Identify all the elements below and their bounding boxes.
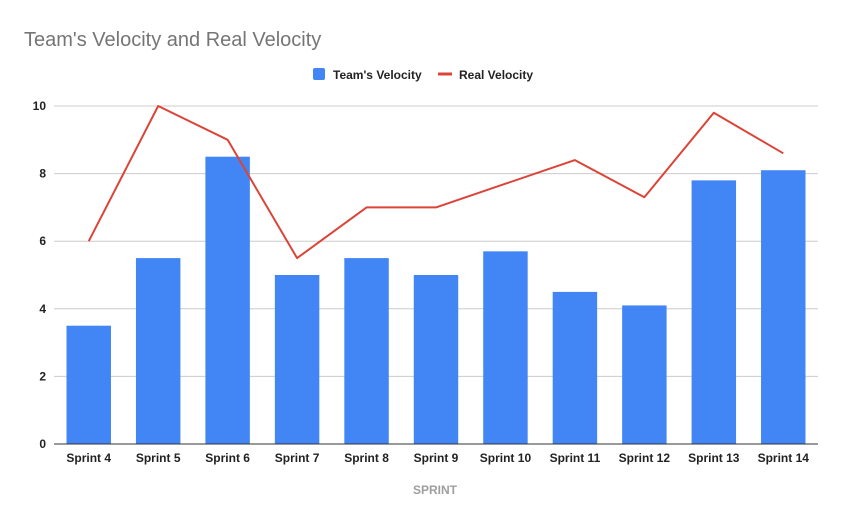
- y-axis-ticks: 0 2 4 6 8 10: [33, 99, 47, 451]
- x-tick-label: Sprint 14: [758, 451, 810, 465]
- bar-series: [66, 156, 806, 445]
- x-tick-label: Sprint 12: [619, 451, 671, 465]
- y-tick-label: 6: [39, 234, 46, 248]
- bar: [622, 305, 667, 444]
- x-tick-label: Sprint 13: [688, 451, 740, 465]
- y-tick-label: 0: [39, 437, 46, 451]
- x-tick-label: Sprint 10: [480, 451, 532, 465]
- legend-label-teams-velocity: Team's Velocity: [333, 68, 422, 82]
- chart-title: Team's Velocity and Real Velocity: [24, 29, 321, 51]
- x-tick-label: Sprint 4: [66, 451, 111, 465]
- bar: [761, 170, 806, 444]
- y-tick-label: 8: [39, 167, 46, 181]
- bar: [205, 156, 250, 444]
- legend: Team's Velocity Real Velocity: [313, 68, 533, 82]
- x-tick-label: Sprint 5: [136, 451, 181, 465]
- x-tick-label: Sprint 7: [275, 451, 320, 465]
- bar: [274, 275, 320, 444]
- x-tick-label: Sprint 6: [205, 451, 250, 465]
- x-tick-label: Sprint 9: [414, 451, 459, 465]
- bar: [135, 258, 181, 444]
- bar: [344, 258, 389, 444]
- legend-swatch-teams-velocity: [313, 68, 325, 80]
- line-series-path: [87, 105, 784, 260]
- legend-label-real-velocity: Real Velocity: [459, 68, 533, 82]
- line-series: [87, 105, 784, 260]
- bar: [691, 180, 737, 445]
- x-tick-label: Sprint 8: [344, 451, 389, 465]
- y-tick-label: 2: [39, 369, 46, 383]
- x-tick-label: Sprint 11: [550, 451, 601, 465]
- y-tick-label: 10: [33, 99, 47, 113]
- bar: [552, 291, 598, 444]
- bar: [66, 325, 111, 444]
- x-axis-title: SPRINT: [413, 483, 458, 497]
- y-tick-label: 4: [39, 302, 46, 316]
- x-axis-ticks: Sprint 4 Sprint 5 Sprint 6 Sprint 7 Sprint 8…: [66, 451, 809, 465]
- bar: [413, 275, 459, 444]
- bar: [483, 251, 528, 444]
